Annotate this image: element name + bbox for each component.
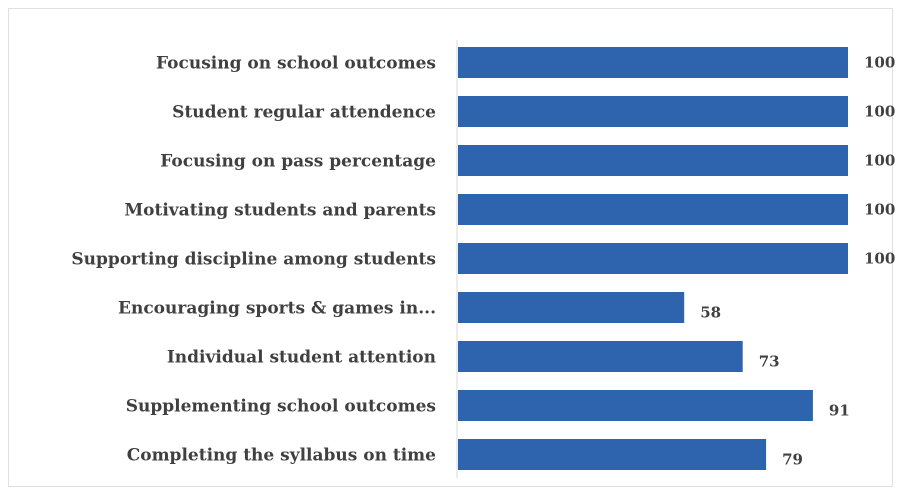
- category-label: Motivating students and parents: [124, 201, 436, 221]
- category-label: Completing the syllabus on time: [127, 446, 436, 466]
- bar: [458, 439, 767, 470]
- bar: [458, 390, 813, 421]
- value-label: 58: [700, 304, 721, 322]
- category-label: Individual student attention: [167, 348, 436, 368]
- category-label: Focusing on school outcomes: [156, 54, 436, 74]
- value-label: 100: [864, 201, 895, 219]
- bar: [458, 96, 848, 127]
- value-label: 79: [782, 451, 803, 469]
- category-label: Supplementing school outcomes: [126, 397, 436, 417]
- category-label: Student regular attendence: [172, 103, 436, 123]
- category-label: Focusing on pass percentage: [160, 152, 436, 172]
- value-label: 91: [829, 402, 850, 420]
- bar: [458, 194, 848, 225]
- bar: [458, 47, 848, 78]
- bar: [458, 341, 743, 372]
- category-label: Encouraging sports & games in...: [118, 299, 436, 319]
- value-label: 100: [864, 250, 895, 268]
- bar: [458, 243, 848, 274]
- value-label: 100: [864, 103, 895, 121]
- value-label: 100: [864, 54, 895, 72]
- bar: [458, 292, 685, 323]
- value-label: 100: [864, 152, 895, 170]
- category-label: Supporting discipline among students: [71, 250, 436, 270]
- bar: [458, 145, 848, 176]
- value-label: 73: [759, 353, 780, 371]
